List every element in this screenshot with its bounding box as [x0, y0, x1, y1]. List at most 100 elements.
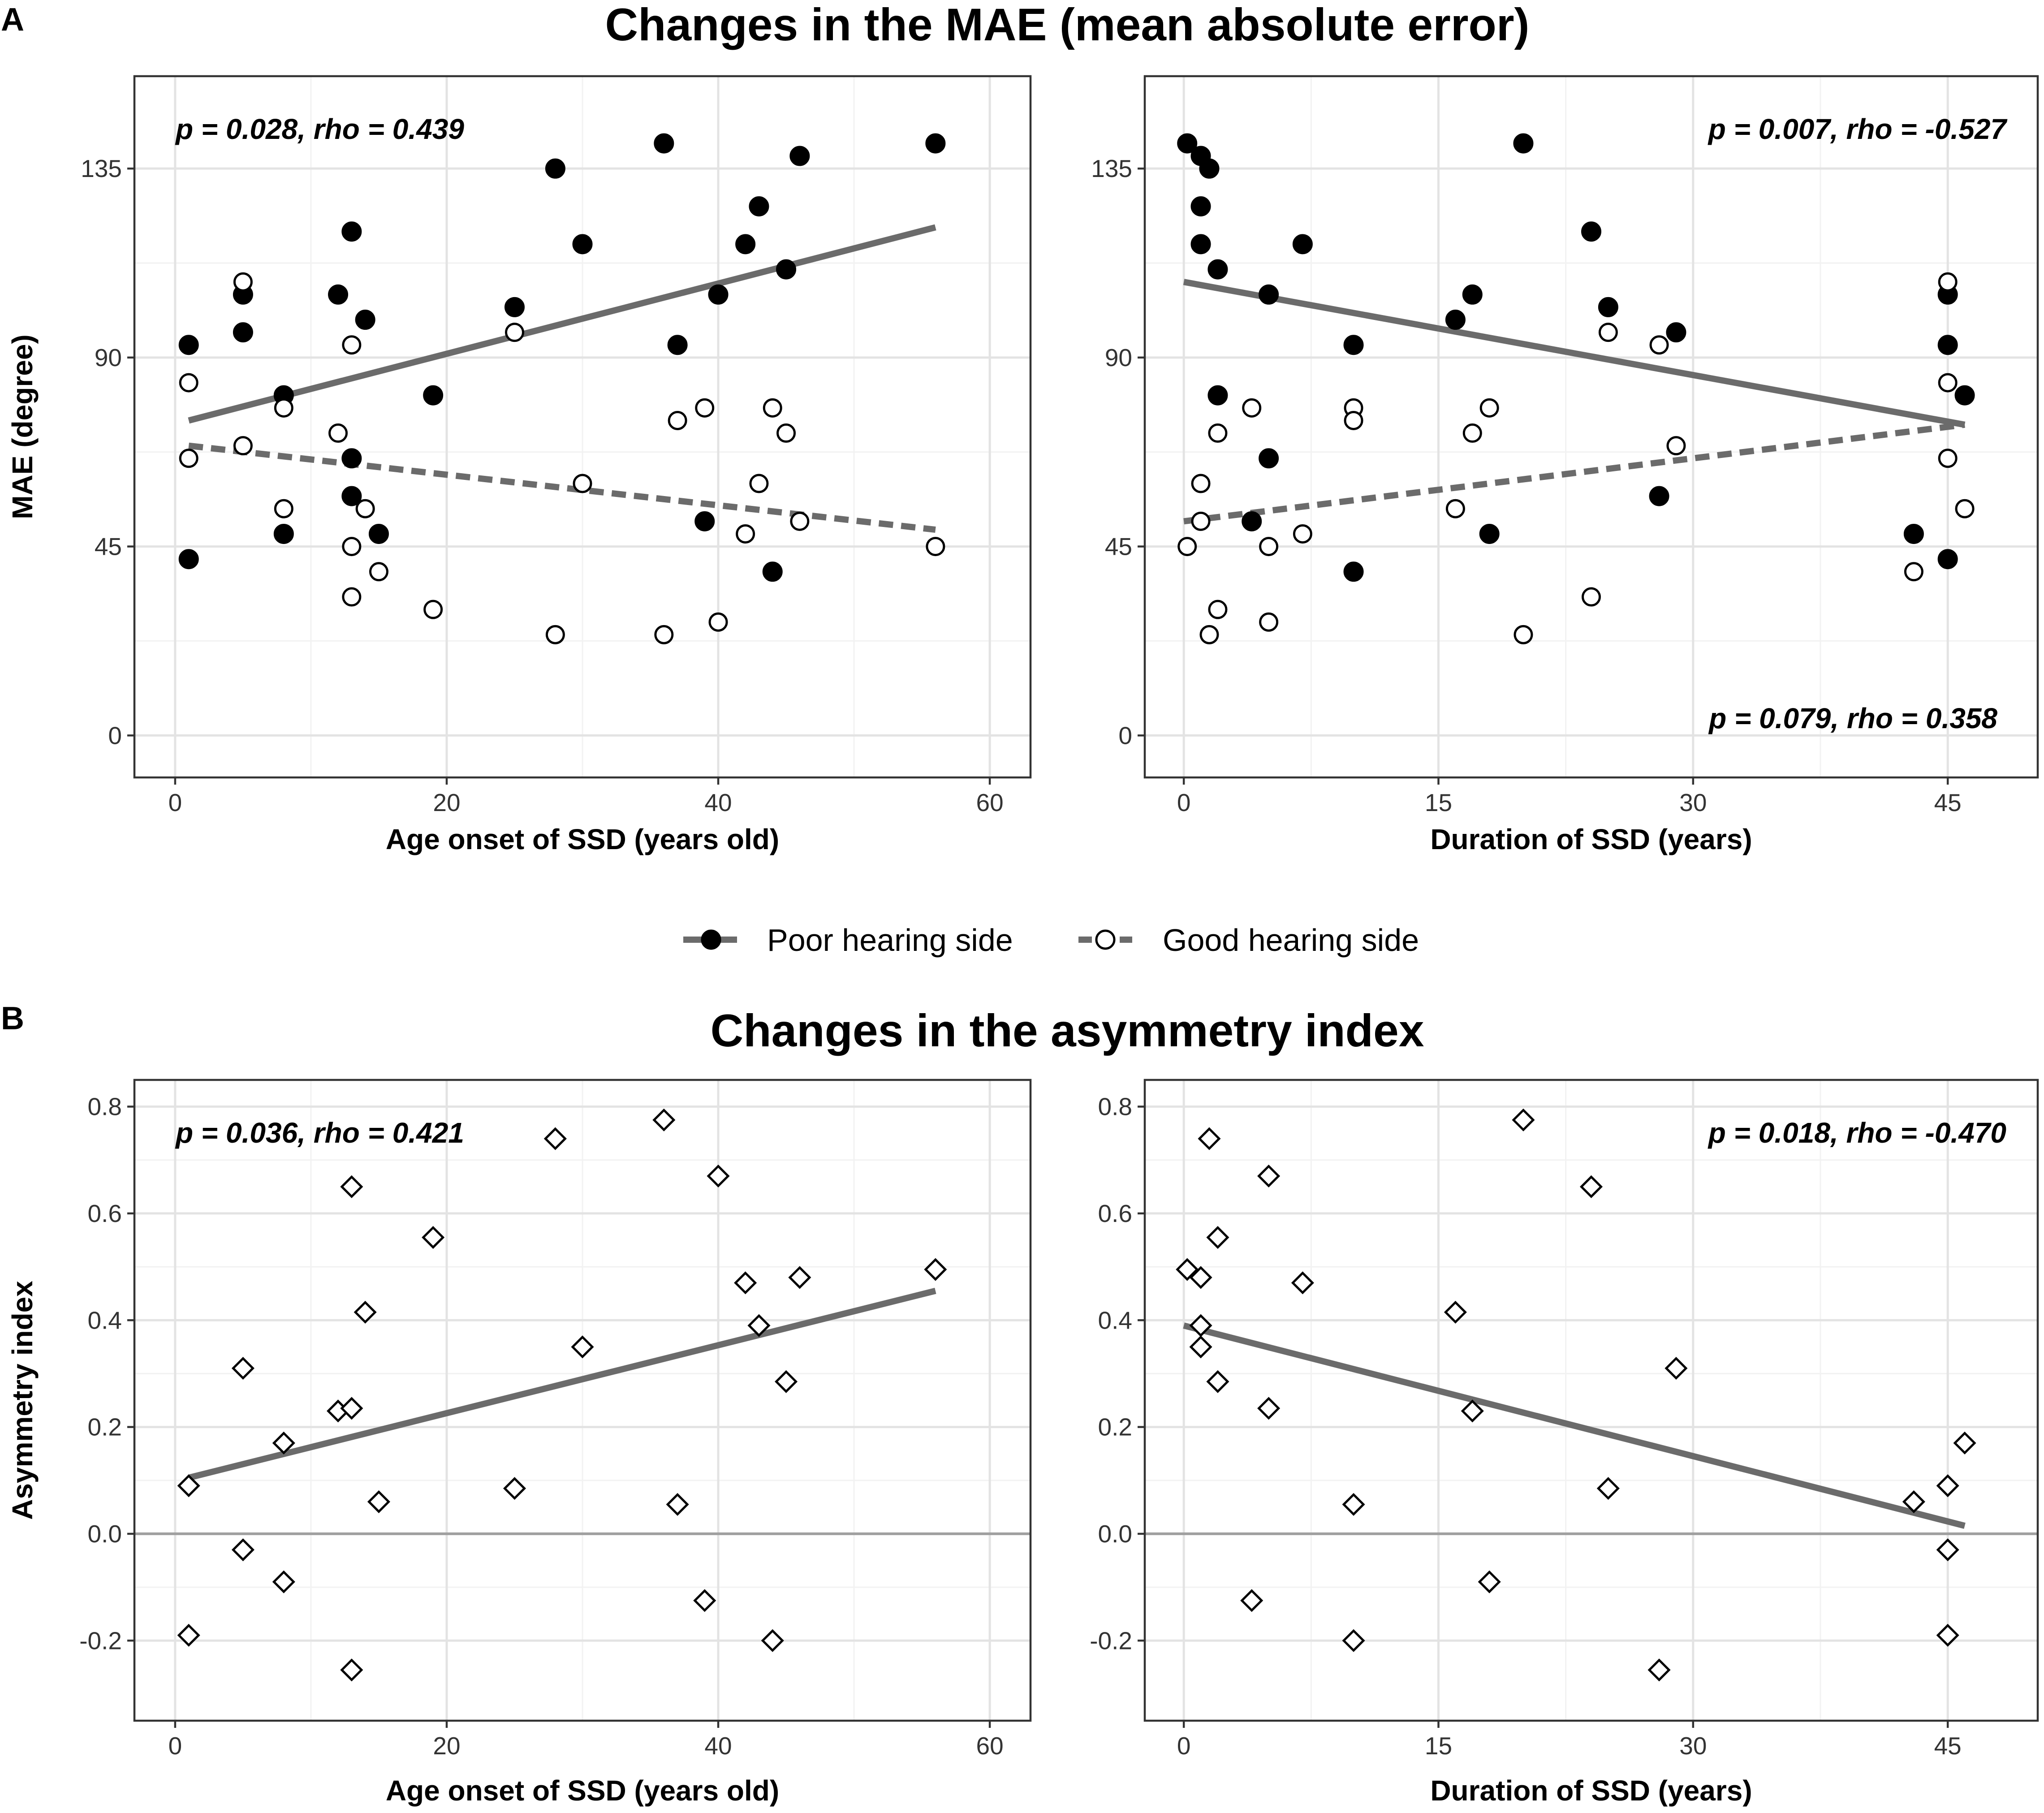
stats-annotation: p = 0.007, rho = -0.527 — [1708, 113, 2008, 145]
plot-frame — [133, 1079, 1032, 1722]
point-asymmetry-index — [1936, 1623, 1959, 1647]
point-good-hearing-side — [776, 423, 796, 443]
chart-b-right: 0 15 30 45 -0.2 0.0 0.2 0.4 0.6 0.8 Duration of SS… — [1090, 1079, 2039, 1807]
point-poor-hearing-side — [1259, 448, 1279, 469]
point-asymmetry-index — [1189, 1266, 1212, 1289]
x-tick-label: 60 — [976, 1732, 1003, 1760]
point-asymmetry-index — [1953, 1431, 1976, 1455]
point-asymmetry-index — [1936, 1538, 1959, 1562]
point-poor-hearing-side — [1581, 221, 1601, 242]
point-poor-hearing-side — [1199, 158, 1220, 179]
stats-annotation: p = 0.036, rho = 0.421 — [175, 1117, 464, 1149]
point-asymmetry-index — [231, 1538, 254, 1562]
x-tick-label: 40 — [704, 1732, 732, 1760]
x-tick-label: 0 — [1177, 789, 1191, 816]
point-good-hearing-side — [1445, 499, 1465, 518]
point-asymmetry-index — [1198, 1127, 1221, 1150]
point-poor-hearing-side — [328, 284, 349, 305]
chart-a-right: 0 15 30 45 0 45 90 135 Duration of SSD (years) p … — [1091, 75, 2039, 855]
point-poor-hearing-side — [233, 322, 253, 343]
x-tick-label: 45 — [1934, 1732, 1962, 1760]
point-good-hearing-side — [328, 423, 348, 443]
point-asymmetry-index — [503, 1477, 526, 1500]
point-asymmetry-index — [1291, 1271, 1314, 1295]
point-good-hearing-side — [695, 398, 715, 418]
point-good-hearing-side — [1259, 537, 1279, 557]
point-good-hearing-side — [342, 587, 362, 607]
point-good-hearing-side — [1242, 398, 1262, 418]
point-poor-hearing-side — [341, 221, 362, 242]
point-asymmetry-index — [422, 1226, 445, 1249]
point-poor-hearing-side — [1177, 133, 1198, 154]
legend-good-marker — [1095, 929, 1116, 950]
point-good-hearing-side — [1649, 335, 1669, 355]
point-asymmetry-index — [707, 1164, 730, 1188]
point-good-hearing-side — [369, 562, 388, 582]
point-good-hearing-side — [1208, 423, 1228, 443]
y-tick-label: 0.4 — [88, 1306, 122, 1334]
point-poor-hearing-side — [1649, 486, 1669, 506]
point-asymmetry-index — [272, 1570, 295, 1593]
point-good-hearing-side — [668, 410, 687, 430]
point-asymmetry-index — [1176, 1258, 1199, 1281]
point-asymmetry-index — [652, 1108, 676, 1131]
point-asymmetry-index — [734, 1271, 757, 1295]
plot-frame — [1143, 1079, 2039, 1722]
panel-letter-b: B — [1, 1001, 24, 1036]
y-axis-title: Asymmetry index — [6, 1281, 39, 1520]
point-poor-hearing-side — [667, 335, 688, 355]
y-tick-label: 0.6 — [1098, 1200, 1132, 1227]
point-asymmetry-index — [666, 1493, 689, 1516]
point-poor-hearing-side — [1292, 234, 1313, 255]
point-asymmetry-index — [1478, 1570, 1501, 1593]
y-tick-label: 0 — [1118, 721, 1132, 749]
point-poor-hearing-side — [1954, 385, 1975, 406]
point-poor-hearing-side — [925, 133, 946, 154]
point-good-hearing-side — [1582, 587, 1601, 607]
y-tick-label: 0.2 — [1098, 1413, 1132, 1441]
point-asymmetry-index — [924, 1258, 947, 1281]
plot-frame — [133, 75, 1032, 779]
y-tick-label: 90 — [95, 344, 122, 371]
point-asymmetry-index — [693, 1589, 716, 1612]
point-asymmetry-index — [1342, 1629, 1365, 1652]
y-tick-label: 45 — [95, 533, 122, 561]
point-poor-hearing-side — [545, 158, 565, 179]
point-poor-hearing-side — [1937, 549, 1958, 570]
point-poor-hearing-side — [1259, 284, 1279, 305]
point-asymmetry-index — [177, 1623, 200, 1647]
fit-line-good-hearing-side — [1183, 421, 1965, 525]
plot-frame — [1143, 75, 2039, 779]
point-poor-hearing-side — [1343, 335, 1364, 355]
y-tick-label: 135 — [1091, 155, 1132, 182]
point-good-hearing-side — [179, 373, 198, 393]
y-tick-label: -0.2 — [1090, 1627, 1132, 1654]
x-tick-label: 0 — [168, 1732, 182, 1760]
y-tick-label: 0.8 — [88, 1093, 122, 1121]
point-asymmetry-index — [1257, 1164, 1281, 1188]
chart-a-left: 0 20 40 60 0 45 90 135 Age onset of SSD (years o… — [6, 75, 1032, 855]
point-asymmetry-index — [1206, 1370, 1229, 1393]
point-asymmetry-index — [747, 1314, 771, 1337]
x-axis-title: Duration of SSD (years) — [1430, 823, 1752, 855]
point-poor-hearing-side — [178, 549, 199, 570]
point-poor-hearing-side — [654, 133, 674, 154]
fit-line-asymmetry-index — [188, 1287, 936, 1481]
point-asymmetry-index — [367, 1490, 390, 1513]
point-asymmetry-index — [340, 1397, 363, 1420]
point-poor-hearing-side — [572, 234, 593, 255]
point-good-hearing-side — [654, 625, 674, 644]
point-poor-hearing-side — [694, 511, 715, 531]
point-poor-hearing-side — [735, 234, 756, 255]
charts: 0 20 40 60 0 45 90 135 Age onset of SSD (years o… — [6, 75, 2039, 1807]
point-asymmetry-index — [1342, 1493, 1365, 1516]
legend-poor-marker — [701, 929, 721, 950]
fit-line-poor-hearing-side — [188, 224, 936, 424]
point-good-hearing-side — [1191, 474, 1211, 493]
point-asymmetry-index — [1189, 1314, 1212, 1337]
point-asymmetry-index — [1461, 1399, 1484, 1423]
point-asymmetry-index — [1512, 1108, 1535, 1131]
fit-line-good-hearing-side — [188, 442, 936, 533]
point-good-hearing-side — [1344, 410, 1363, 430]
